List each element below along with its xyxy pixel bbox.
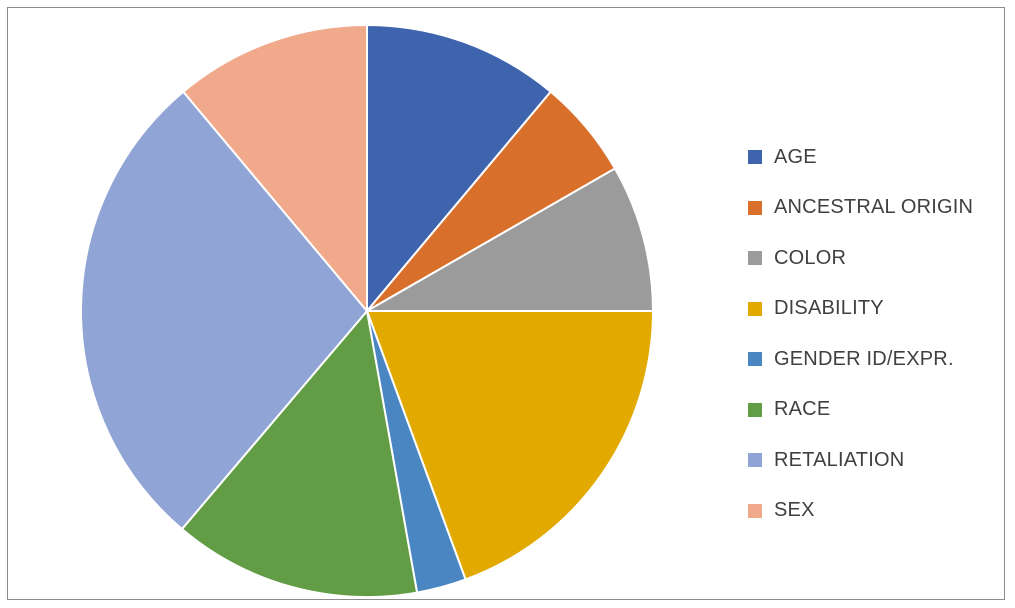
legend-swatch: [748, 352, 762, 367]
legend-item-gender-id-expr: GENDER ID/EXPR.: [748, 334, 973, 385]
legend-item-retaliation: RETALIATION: [748, 435, 973, 486]
legend-label: DISABILITY: [774, 297, 884, 320]
legend-item-race: RACE: [748, 385, 973, 436]
legend-swatch: [748, 453, 762, 468]
pie-chart: [80, 24, 654, 598]
legend-label: GENDER ID/EXPR.: [774, 347, 954, 370]
legend-swatch: [748, 150, 762, 165]
pie-slice-sex: [182, 24, 368, 312]
legend-swatch: [748, 200, 762, 215]
pie-slice-retaliation: [80, 90, 368, 531]
legend-swatch: [748, 301, 762, 316]
legend-item-sex: SEX: [748, 486, 973, 537]
chart-area: AGE ANCESTRAL ORIGIN COLOR DISABILITY GENDER…: [7, 7, 1005, 600]
legend-item-age: AGE: [748, 132, 973, 183]
legend-item-disability: DISABILITY: [748, 284, 973, 335]
pie-slice-color: [366, 167, 654, 312]
pie-slice-race: [180, 310, 419, 598]
legend-item-color: COLOR: [748, 233, 973, 284]
legend-label: SEX: [774, 499, 815, 522]
legend-swatch: [748, 251, 762, 266]
pie-slice-age: [366, 24, 552, 312]
legend-swatch: [748, 402, 762, 417]
legend-label: ANCESTRAL ORIGIN: [774, 196, 974, 219]
legend-item-ancestral-origin: ANCESTRAL ORIGIN: [748, 183, 973, 234]
legend-label: RACE: [774, 398, 831, 421]
legend-label: AGE: [774, 145, 817, 168]
legend-label: RETALIATION: [774, 448, 905, 471]
legend: AGE ANCESTRAL ORIGIN COLOR DISABILITY GENDER…: [748, 132, 973, 536]
legend-label: COLOR: [774, 246, 847, 269]
pie-slice-disability: [366, 310, 654, 581]
legend-swatch: [748, 503, 762, 518]
